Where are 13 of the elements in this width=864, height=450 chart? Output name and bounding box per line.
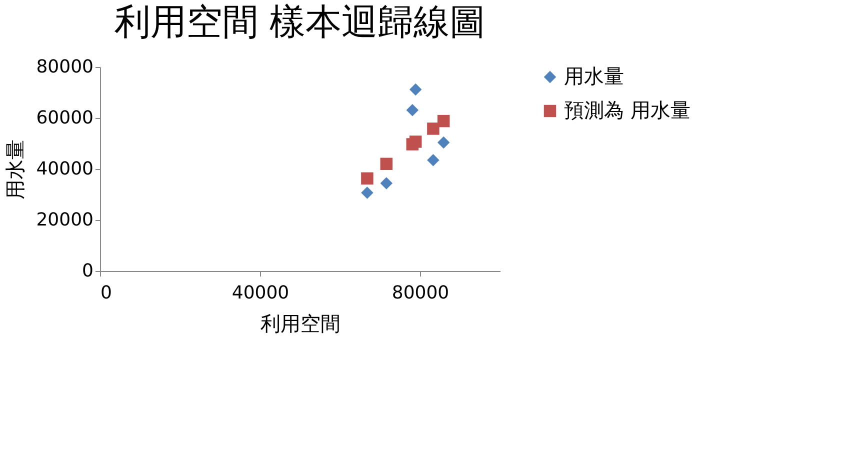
y-tick-label: 20000 <box>36 210 94 230</box>
legend-label: 用水量 <box>564 64 624 88</box>
chart-title: 利用空間 樣本迴歸線圖 <box>114 2 486 43</box>
y-tick-label: 60000 <box>36 108 94 128</box>
x-tick-label: 0 <box>100 282 112 304</box>
y-tick-label: 40000 <box>36 158 94 180</box>
y-tick-label: 0 <box>82 260 94 282</box>
legend-label: 預測為 用水量 <box>564 98 690 122</box>
x-tick-label: 80000 <box>392 282 450 304</box>
y-tick-label: 80000 <box>36 56 94 78</box>
x-tick-label: 40000 <box>232 282 290 304</box>
x-axis-title: 利用空間 <box>260 312 340 336</box>
y-axis-title: 用水量 <box>3 140 28 200</box>
